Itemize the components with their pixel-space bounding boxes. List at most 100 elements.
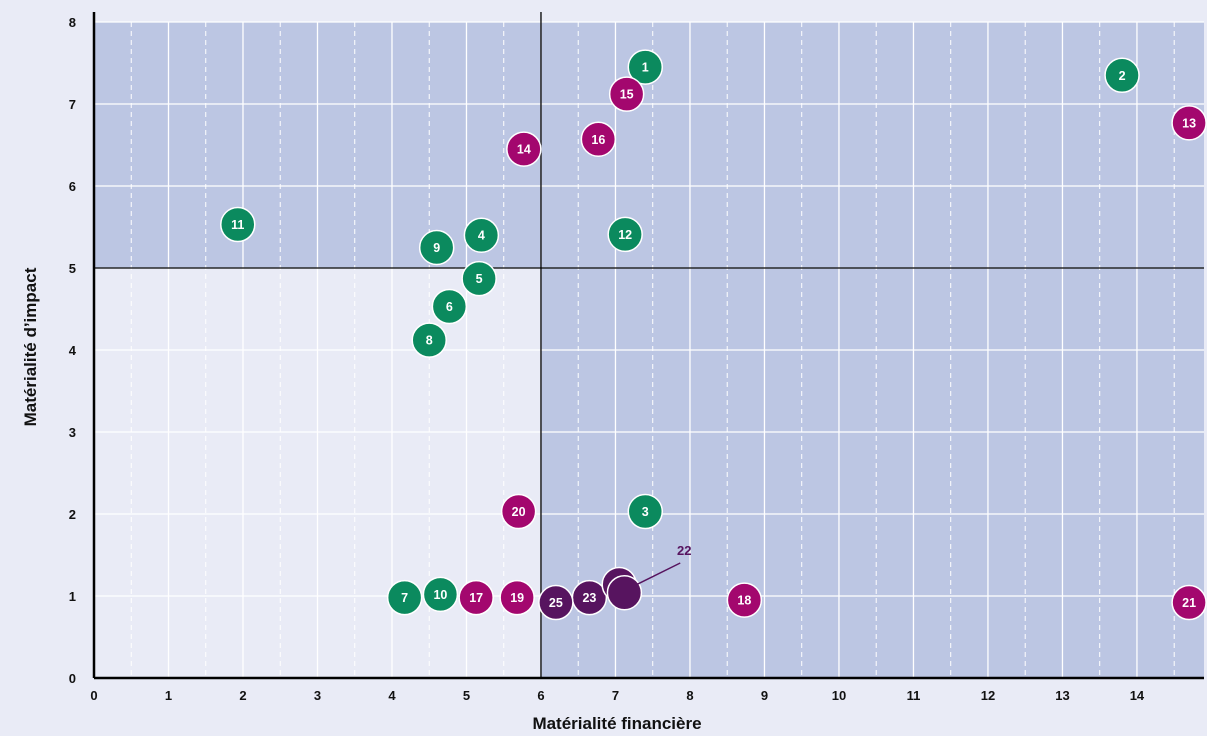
x-tick-labels: 0 1 2 3 4 5 6 7 8 9 10 11 12 13 14	[90, 688, 1145, 703]
data-point-marker	[463, 217, 500, 253]
data-point-label: 23	[582, 591, 596, 605]
x-tick-label: 1	[165, 688, 172, 703]
x-tick-label: 10	[832, 688, 846, 703]
data-point-label: 10	[433, 588, 447, 602]
data-point-label: 17	[469, 591, 483, 605]
data-point-marker	[726, 582, 763, 618]
x-tick-label: 8	[686, 688, 693, 703]
y-tick-label: 5	[69, 261, 76, 276]
y-tick-label: 7	[69, 97, 76, 112]
y-tick-label: 2	[69, 507, 76, 522]
y-tick-label: 0	[69, 671, 76, 686]
data-point-label: 8	[426, 334, 433, 348]
data-point-marker	[1104, 57, 1140, 94]
data-point-label: 19	[510, 591, 524, 605]
data-point: 9	[418, 229, 455, 266]
data-point: 2	[1104, 57, 1140, 94]
data-point: 22	[606, 543, 691, 611]
axes	[92, 12, 1204, 680]
zone-high-financial	[540, 268, 1204, 678]
data-point: 21	[1171, 584, 1207, 621]
y-tick-label: 8	[69, 15, 76, 30]
data-point-label: 20	[512, 505, 526, 519]
data-point-marker	[627, 493, 664, 530]
data-point: 7	[386, 579, 423, 616]
data-point-marker	[500, 493, 537, 530]
data-point: 8	[411, 322, 447, 358]
x-tick-label: 5	[463, 688, 470, 703]
data-point-marker	[1171, 584, 1207, 621]
data-point-label: 4	[478, 229, 485, 243]
data-point: 18	[726, 582, 763, 618]
data-point: 20	[500, 493, 537, 530]
data-point-label: 12	[618, 228, 632, 242]
data-point-label: 25	[549, 596, 563, 610]
data-point-label: 13	[1182, 116, 1196, 130]
data-point-label: 1	[642, 61, 649, 75]
y-tick-label: 3	[69, 425, 76, 440]
data-point-label: 14	[517, 143, 531, 157]
y-tick-label: 4	[69, 343, 77, 358]
x-tick-label: 4	[388, 688, 396, 703]
data-point-label: 9	[433, 241, 440, 255]
data-point-marker	[461, 260, 497, 297]
x-tick-label: 7	[612, 688, 619, 703]
data-point: 3	[627, 493, 664, 530]
data-point: 10	[422, 576, 459, 613]
data-point-marker	[411, 322, 447, 358]
y-tick-labels: 0 1 2 3 4 5 6 7 8	[69, 15, 77, 686]
data-point-marker	[538, 584, 574, 621]
data-point-marker	[580, 121, 617, 158]
threshold-lines	[94, 12, 1204, 678]
data-point: 1	[627, 49, 664, 85]
data-point: 11	[220, 206, 256, 243]
data-point: 25	[538, 584, 574, 621]
data-point-marker	[1171, 105, 1207, 141]
x-tick-label: 11	[907, 688, 921, 703]
data-point: 17	[458, 579, 494, 616]
data-point: 16	[580, 121, 617, 158]
data-point-label: 15	[620, 88, 634, 102]
data-point-label: 18	[737, 594, 751, 608]
y-axis-title: Matérialité d’impact	[21, 267, 40, 426]
data-point: 12	[607, 216, 643, 253]
data-point-marker	[506, 131, 542, 167]
data-point-marker	[220, 206, 256, 243]
y-tick-label: 1	[69, 589, 76, 604]
data-point-label: 16	[591, 133, 605, 147]
x-tick-label: 14	[1130, 688, 1145, 703]
x-tick-label: 9	[761, 688, 768, 703]
data-point: 19	[499, 579, 535, 616]
x-tick-label: 0	[90, 688, 97, 703]
data-point: 6	[431, 288, 468, 325]
data-point-label: 7	[401, 591, 408, 605]
data-point-marker	[607, 216, 643, 253]
x-tick-label: 13	[1055, 688, 1069, 703]
x-axis-title: Matérialité financière	[532, 714, 701, 733]
callout-line	[636, 562, 681, 586]
data-point-label: 2	[1119, 69, 1126, 83]
data-point-label: 3	[642, 505, 649, 519]
data-point: 15	[608, 76, 645, 112]
data-point-marker	[499, 579, 535, 616]
data-point-marker	[627, 49, 664, 85]
data-point-marker	[418, 229, 455, 266]
x-tick-label: 6	[537, 688, 544, 703]
data-point-marker	[606, 574, 643, 611]
x-tick-label: 2	[239, 688, 246, 703]
x-tick-label: 12	[981, 688, 995, 703]
x-tick-label: 3	[314, 688, 321, 703]
data-point-marker	[422, 576, 459, 613]
data-point: 5	[461, 260, 497, 297]
data-point: 13	[1171, 105, 1207, 141]
data-point-marker	[431, 288, 468, 325]
data-point-marker	[386, 579, 423, 616]
y-tick-label: 6	[69, 179, 76, 194]
data-point: 14	[506, 131, 542, 167]
data-point-label: 5	[476, 272, 483, 286]
data-point: 4	[463, 217, 500, 253]
data-point-marker	[458, 579, 494, 616]
data-point-marker	[608, 76, 645, 112]
data-point-label: 11	[231, 218, 244, 232]
